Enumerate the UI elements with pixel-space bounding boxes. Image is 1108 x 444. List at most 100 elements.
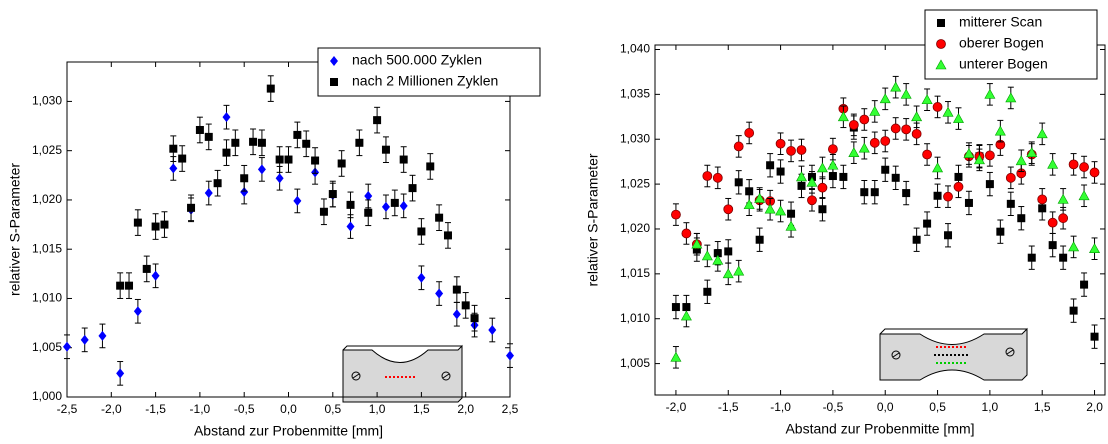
marker xyxy=(63,341,71,352)
marker xyxy=(973,154,985,165)
marker xyxy=(125,281,134,290)
marker xyxy=(848,147,860,157)
marker xyxy=(1026,147,1038,157)
marker xyxy=(839,172,848,181)
legend: nach 500.000 Zyklen nach 2 Millionen Zykl… xyxy=(317,47,541,97)
marker xyxy=(764,203,776,214)
marker xyxy=(901,124,912,135)
marker xyxy=(796,145,807,155)
marker xyxy=(890,81,902,92)
marker xyxy=(240,174,249,183)
y-tick-label: 1,025 xyxy=(620,176,650,190)
x-tick-label: -1,0 xyxy=(190,402,211,416)
x-tick-label: -1,5 xyxy=(145,402,166,416)
x-tick-label: 1,5 xyxy=(413,402,430,416)
marker xyxy=(1068,159,1079,170)
marker xyxy=(293,130,302,139)
y-tick-label: 1,015 xyxy=(32,241,62,255)
plot-frame xyxy=(66,61,511,398)
marker xyxy=(1047,217,1058,228)
y-tick-label: 1,020 xyxy=(620,221,650,235)
x-tick-label: 0,0 xyxy=(280,402,297,416)
marker xyxy=(902,189,911,198)
marker xyxy=(1015,155,1027,166)
marker xyxy=(417,227,426,236)
y-tick-label: 1,035 xyxy=(620,87,650,101)
marker xyxy=(744,128,755,138)
y-tick-label: 1,040 xyxy=(620,42,650,56)
marker xyxy=(178,154,187,163)
marker xyxy=(249,137,258,146)
marker xyxy=(796,171,808,182)
marker xyxy=(921,94,933,105)
marker xyxy=(1089,167,1100,178)
marker xyxy=(390,198,399,207)
marker xyxy=(204,188,213,199)
marker xyxy=(231,138,240,147)
marker xyxy=(733,141,744,152)
y-axis-label: relativer S-Parameter xyxy=(585,153,601,286)
marker xyxy=(712,254,724,265)
marker xyxy=(346,221,355,232)
x-tick-label: -2,0 xyxy=(666,400,687,414)
x-axis-label: Abstand zur Probenmitte [mm] xyxy=(194,423,383,439)
marker xyxy=(116,368,125,379)
marker xyxy=(911,111,923,122)
marker xyxy=(994,125,1006,136)
y-tick-label: 1,000 xyxy=(32,389,62,403)
marker xyxy=(461,301,470,310)
marker xyxy=(712,172,723,183)
marker xyxy=(943,191,953,202)
marker xyxy=(776,167,785,176)
y-tick-label: 1,010 xyxy=(32,291,62,305)
marker xyxy=(817,182,828,193)
marker xyxy=(984,88,996,99)
marker xyxy=(319,207,328,216)
marker xyxy=(1069,306,1078,315)
marker xyxy=(1037,194,1048,205)
marker xyxy=(1058,213,1069,224)
marker xyxy=(942,106,954,117)
marker xyxy=(828,144,838,155)
marker xyxy=(724,247,733,256)
marker xyxy=(891,173,900,182)
marker xyxy=(881,165,890,174)
x-tick-label: -2,0 xyxy=(101,402,122,416)
legend-marker xyxy=(330,78,338,86)
x-tick-label: 1,0 xyxy=(369,402,386,416)
marker xyxy=(328,190,337,199)
marker xyxy=(691,238,703,249)
marker xyxy=(848,119,859,130)
marker xyxy=(723,204,734,215)
marker xyxy=(373,116,382,125)
marker xyxy=(1048,241,1057,250)
marker xyxy=(151,270,160,281)
marker xyxy=(142,264,151,273)
marker xyxy=(426,162,435,171)
marker xyxy=(355,138,364,147)
y-tick-label: 1,030 xyxy=(32,94,62,108)
marker xyxy=(399,155,408,164)
x-tick-label: 1,0 xyxy=(982,400,999,414)
legend-label: nach 2 Millionen Zyklen xyxy=(352,73,498,89)
marker xyxy=(311,156,320,165)
marker xyxy=(488,325,497,335)
x-tick-label: -0,5 xyxy=(234,402,255,416)
marker xyxy=(470,314,479,323)
marker xyxy=(364,208,373,217)
marker xyxy=(702,171,713,181)
marker xyxy=(755,235,764,244)
marker xyxy=(399,200,408,211)
marker xyxy=(337,159,346,168)
marker xyxy=(443,231,452,240)
marker xyxy=(890,123,901,134)
legend-label: oberer Bogen xyxy=(959,35,1044,51)
marker xyxy=(681,228,692,239)
marker xyxy=(1005,92,1017,103)
marker xyxy=(953,181,964,192)
plot-frame xyxy=(654,44,1106,396)
marker xyxy=(133,306,142,317)
marker xyxy=(116,281,125,290)
legend-box xyxy=(924,9,1098,80)
specimen-inset-right xyxy=(879,327,1028,381)
